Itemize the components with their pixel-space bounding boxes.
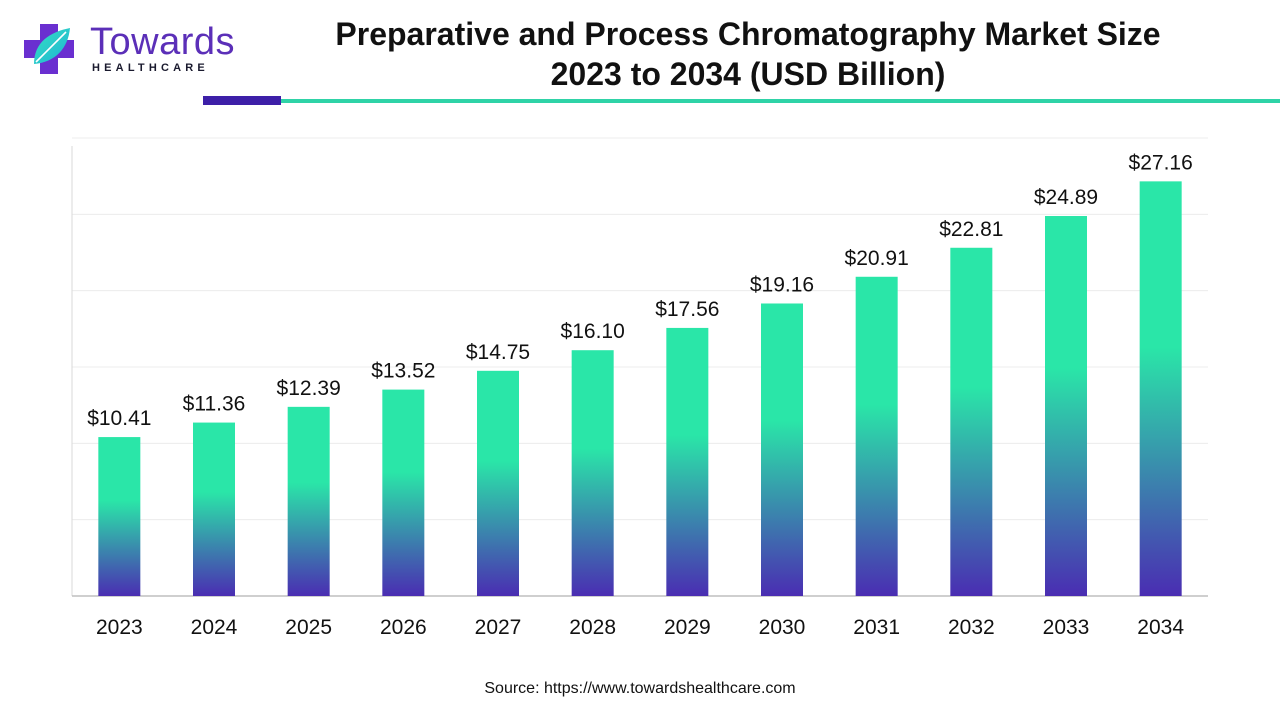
x-tick-label-2025: 2025	[285, 616, 332, 639]
header-accent-bar	[203, 96, 281, 105]
bar-2034	[1139, 181, 1182, 596]
x-tick-label-2031: 2031	[853, 616, 900, 639]
bar-2033	[1045, 216, 1087, 596]
x-tick-label-2023: 2023	[96, 616, 143, 639]
x-tick-label-2024: 2024	[191, 616, 238, 639]
data-label-2034: $27.16	[1129, 151, 1193, 174]
bar-chart: $10.41 2023 $11.36 2024 $12.39 2025 $13.52 2026…	[71, 137, 1208, 639]
data-label-2023: $10.41	[87, 407, 151, 430]
bar-2026	[382, 389, 425, 596]
source-note: Source: https://www.towardshealthcare.co…	[484, 680, 796, 697]
data-label-2024: $11.36	[183, 393, 246, 416]
x-tick-label-2030: 2030	[759, 616, 806, 639]
bar-2028	[571, 350, 614, 596]
medical-cross-logo-icon	[24, 24, 74, 74]
x-tick-label-2033: 2033	[1043, 616, 1090, 639]
bar-2029	[666, 327, 709, 596]
bar-2032	[950, 247, 993, 596]
x-tick-label-2032: 2032	[948, 616, 995, 639]
data-label-2032: $22.81	[939, 218, 1003, 241]
page-title: Preparative and Process Chromatography M…	[290, 14, 1206, 94]
data-label-2026: $13.52	[371, 360, 435, 383]
x-tick-label-2026: 2026	[380, 616, 427, 639]
bar-2024	[193, 422, 235, 596]
x-tick-label-2034: 2034	[1137, 616, 1184, 639]
x-tick-label-2029: 2029	[664, 616, 711, 639]
logo-subtitle: HEALTHCARE	[92, 62, 209, 74]
data-label-2027: $14.75	[466, 341, 530, 364]
data-label-2029: $17.56	[655, 298, 719, 321]
brand-logo: Towards HEALTHCARE	[20, 18, 240, 82]
data-label-2030: $19.16	[750, 273, 814, 296]
bar-2025	[287, 406, 330, 596]
data-label-2031: $20.91	[845, 247, 909, 270]
header-divider-line	[281, 99, 1280, 103]
x-tick-label-2028: 2028	[569, 616, 616, 639]
logo-wordmark: Towards	[90, 21, 235, 63]
title-line-2: 2023 to 2034 (USD Billion)	[550, 56, 946, 92]
data-label-2028: $16.10	[561, 320, 625, 343]
bar-2030	[761, 303, 803, 596]
bar-2023	[98, 437, 141, 596]
bar-2031	[855, 276, 898, 596]
x-tick-label-2027: 2027	[475, 616, 522, 639]
bar-2027	[477, 370, 519, 596]
data-label-2025: $12.39	[277, 377, 341, 400]
title-line-1: Preparative and Process Chromatography M…	[335, 16, 1161, 52]
data-label-2033: $24.89	[1034, 186, 1098, 209]
